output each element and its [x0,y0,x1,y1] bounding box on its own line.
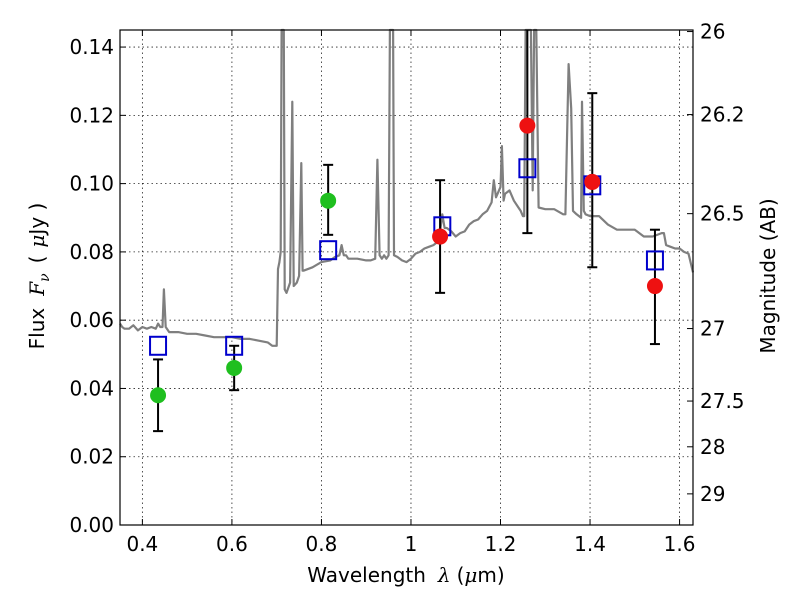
observed-nir-point [519,117,536,134]
y-tick-label: 0.04 [69,376,114,400]
y2-tick-label: 27 [700,317,725,341]
observed-optical-point [226,359,243,376]
y2-axis-title: Magnitude (AB) [756,198,780,353]
x-tick-label: 1.4 [574,532,606,556]
model-point [225,335,244,356]
y-tick-label: 0.08 [69,240,114,264]
y2-tick-label: 27.5 [700,389,745,413]
y-tick-label: 0.10 [69,172,114,196]
model-point [319,240,338,261]
x-tick-label: 1 [405,532,418,556]
observed-layer [150,117,663,404]
y-tick-label: 0.06 [69,308,114,332]
spectrum-line [119,28,695,347]
plot-frame [119,29,694,526]
y-tick-label: 0.00 [69,513,114,537]
model-layer [149,158,664,356]
observed-nir-point [432,228,449,245]
x-tick-label: 1.6 [664,532,696,556]
x-tick-label: 0.4 [126,532,158,556]
observed-optical-point [150,387,167,404]
y-tick-label: 0.12 [69,103,114,127]
spectrum-layer [119,28,695,347]
grid-layer [120,30,693,526]
model-point [149,335,168,356]
model-point [518,158,537,179]
y2-tick-label: 29 [700,482,725,506]
model-point [645,250,664,271]
x-tick-label: 0.6 [216,532,248,556]
y-tick-label: 0.02 [69,445,114,469]
y2-tick-label: 26.2 [700,103,745,127]
tick-layer: 0.4 0.6 0.8 1 1.2 1.4 1.6 0.00 0.02 0.04 0.06 0.08 0… [69,20,744,556]
y-axis-title: FluxFν(μJy ) [25,203,53,350]
y2-tick-label: 26 [700,20,725,44]
x-tick-label: 0.8 [306,532,338,556]
y2-tick-label: 26.5 [700,202,745,226]
y-tick-label: 0.14 [69,35,114,59]
x-tick-label: 1.2 [485,532,517,556]
y2-tick-label: 28 [700,435,725,459]
x-axis-title: Wavelength λ (μm) [307,563,504,587]
observed-nir-point [584,173,601,190]
observed-optical-point [320,192,337,209]
observed-nir-point [646,278,663,295]
